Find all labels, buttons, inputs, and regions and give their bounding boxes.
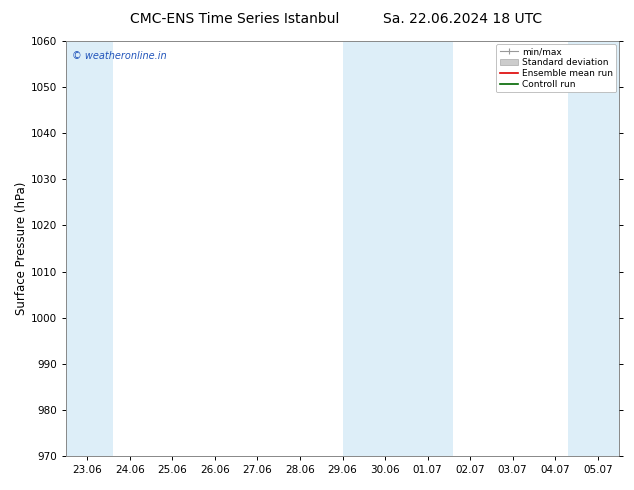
Text: © weatheronline.in: © weatheronline.in [72, 51, 166, 61]
Y-axis label: Surface Pressure (hPa): Surface Pressure (hPa) [15, 182, 28, 315]
Text: Sa. 22.06.2024 18 UTC: Sa. 22.06.2024 18 UTC [384, 12, 542, 26]
Bar [342, 41, 453, 456]
Bar [66, 41, 113, 456]
Legend: min/max, Standard deviation, Ensemble mean run, Controll run: min/max, Standard deviation, Ensemble me… [496, 44, 616, 93]
Bar [568, 41, 619, 456]
Text: CMC-ENS Time Series Istanbul: CMC-ENS Time Series Istanbul [130, 12, 339, 26]
